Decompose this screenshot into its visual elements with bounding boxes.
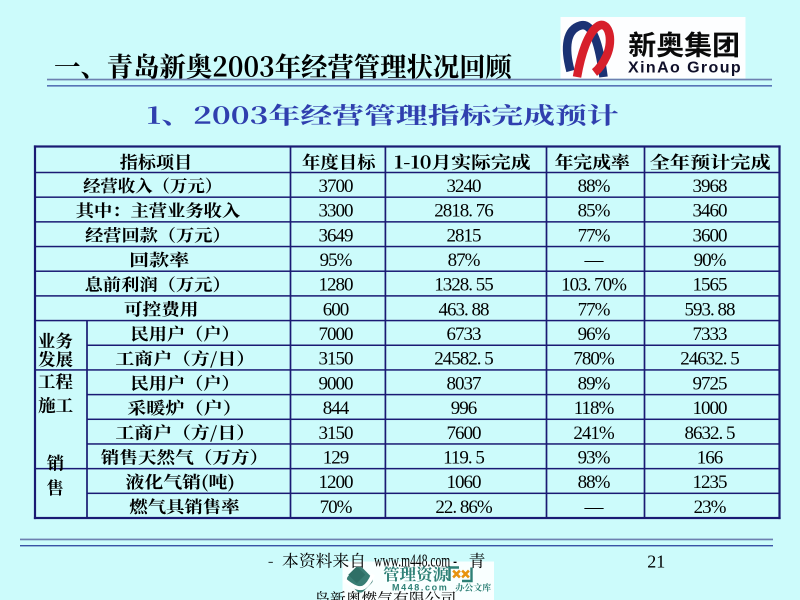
svg-text:—: — <box>584 497 605 518</box>
svg-text:1235: 1235 <box>693 472 728 493</box>
svg-text:77%: 77% <box>578 225 611 246</box>
svg-text:M448.com: M448.com <box>392 583 448 593</box>
svg-text:600: 600 <box>323 299 349 320</box>
svg-text:3700: 3700 <box>319 176 354 197</box>
svg-text:7333: 7333 <box>693 324 728 345</box>
svg-text:21: 21 <box>647 552 665 572</box>
svg-text:77%: 77% <box>578 299 611 320</box>
svg-text:844: 844 <box>323 398 350 419</box>
svg-text:118%: 118% <box>574 398 615 419</box>
svg-text:3240: 3240 <box>447 176 482 197</box>
svg-text:3649: 3649 <box>319 225 354 246</box>
svg-text:1200: 1200 <box>319 472 354 493</box>
svg-text:93%: 93% <box>578 447 611 468</box>
svg-text:96%: 96% <box>578 324 611 345</box>
svg-text:89%: 89% <box>578 373 611 394</box>
svg-text:3300: 3300 <box>319 201 354 222</box>
svg-text:70%: 70% <box>320 497 353 518</box>
svg-text:463. 88: 463. 88 <box>439 299 490 320</box>
svg-text:7000: 7000 <box>319 324 354 345</box>
svg-text:166: 166 <box>697 447 723 468</box>
svg-text:24582. 5: 24582. 5 <box>434 349 493 370</box>
svg-text:23%: 23% <box>694 497 727 518</box>
svg-text:www.m448.com -: www.m448.com - <box>374 551 457 571</box>
svg-text:95%: 95% <box>320 250 353 271</box>
svg-text:103. 70%: 103. 70% <box>561 275 627 296</box>
svg-text:24632. 5: 24632. 5 <box>680 349 739 370</box>
svg-text:6733: 6733 <box>447 324 482 345</box>
svg-text:1000: 1000 <box>693 398 728 419</box>
svg-text:119. 5: 119. 5 <box>443 447 484 468</box>
svg-text:593. 88: 593. 88 <box>685 299 736 320</box>
svg-text:9725: 9725 <box>693 373 728 394</box>
svg-text:780%: 780% <box>573 349 615 370</box>
svg-text:1280: 1280 <box>319 275 354 296</box>
svg-text:8632. 5: 8632. 5 <box>685 423 736 444</box>
svg-text:2815: 2815 <box>447 225 482 246</box>
svg-text:1328. 55: 1328. 55 <box>434 275 493 296</box>
svg-text:85%: 85% <box>578 201 611 222</box>
svg-text:3460: 3460 <box>693 201 728 222</box>
svg-text:9000: 9000 <box>319 373 354 394</box>
svg-text:2818. 76: 2818. 76 <box>434 201 493 222</box>
svg-text:241%: 241% <box>573 423 615 444</box>
svg-text:1060: 1060 <box>447 472 482 493</box>
svg-text:XinAo Group: XinAo Group <box>628 59 742 76</box>
svg-text:3150: 3150 <box>319 423 354 444</box>
svg-text:—: — <box>584 250 605 271</box>
svg-text:8037: 8037 <box>447 373 482 394</box>
svg-text:1565: 1565 <box>693 275 728 296</box>
svg-text:3600: 3600 <box>693 225 728 246</box>
svg-text:88%: 88% <box>578 176 611 197</box>
svg-text:129: 129 <box>323 447 349 468</box>
svg-text:3968: 3968 <box>693 176 728 197</box>
svg-text:90%: 90% <box>694 250 727 271</box>
svg-text:87%: 87% <box>448 250 481 271</box>
svg-text:3150: 3150 <box>319 349 354 370</box>
svg-text:88%: 88% <box>578 472 611 493</box>
svg-text:7600: 7600 <box>447 423 482 444</box>
svg-text:22. 86%: 22. 86% <box>435 497 493 518</box>
svg-text:996: 996 <box>451 398 477 419</box>
